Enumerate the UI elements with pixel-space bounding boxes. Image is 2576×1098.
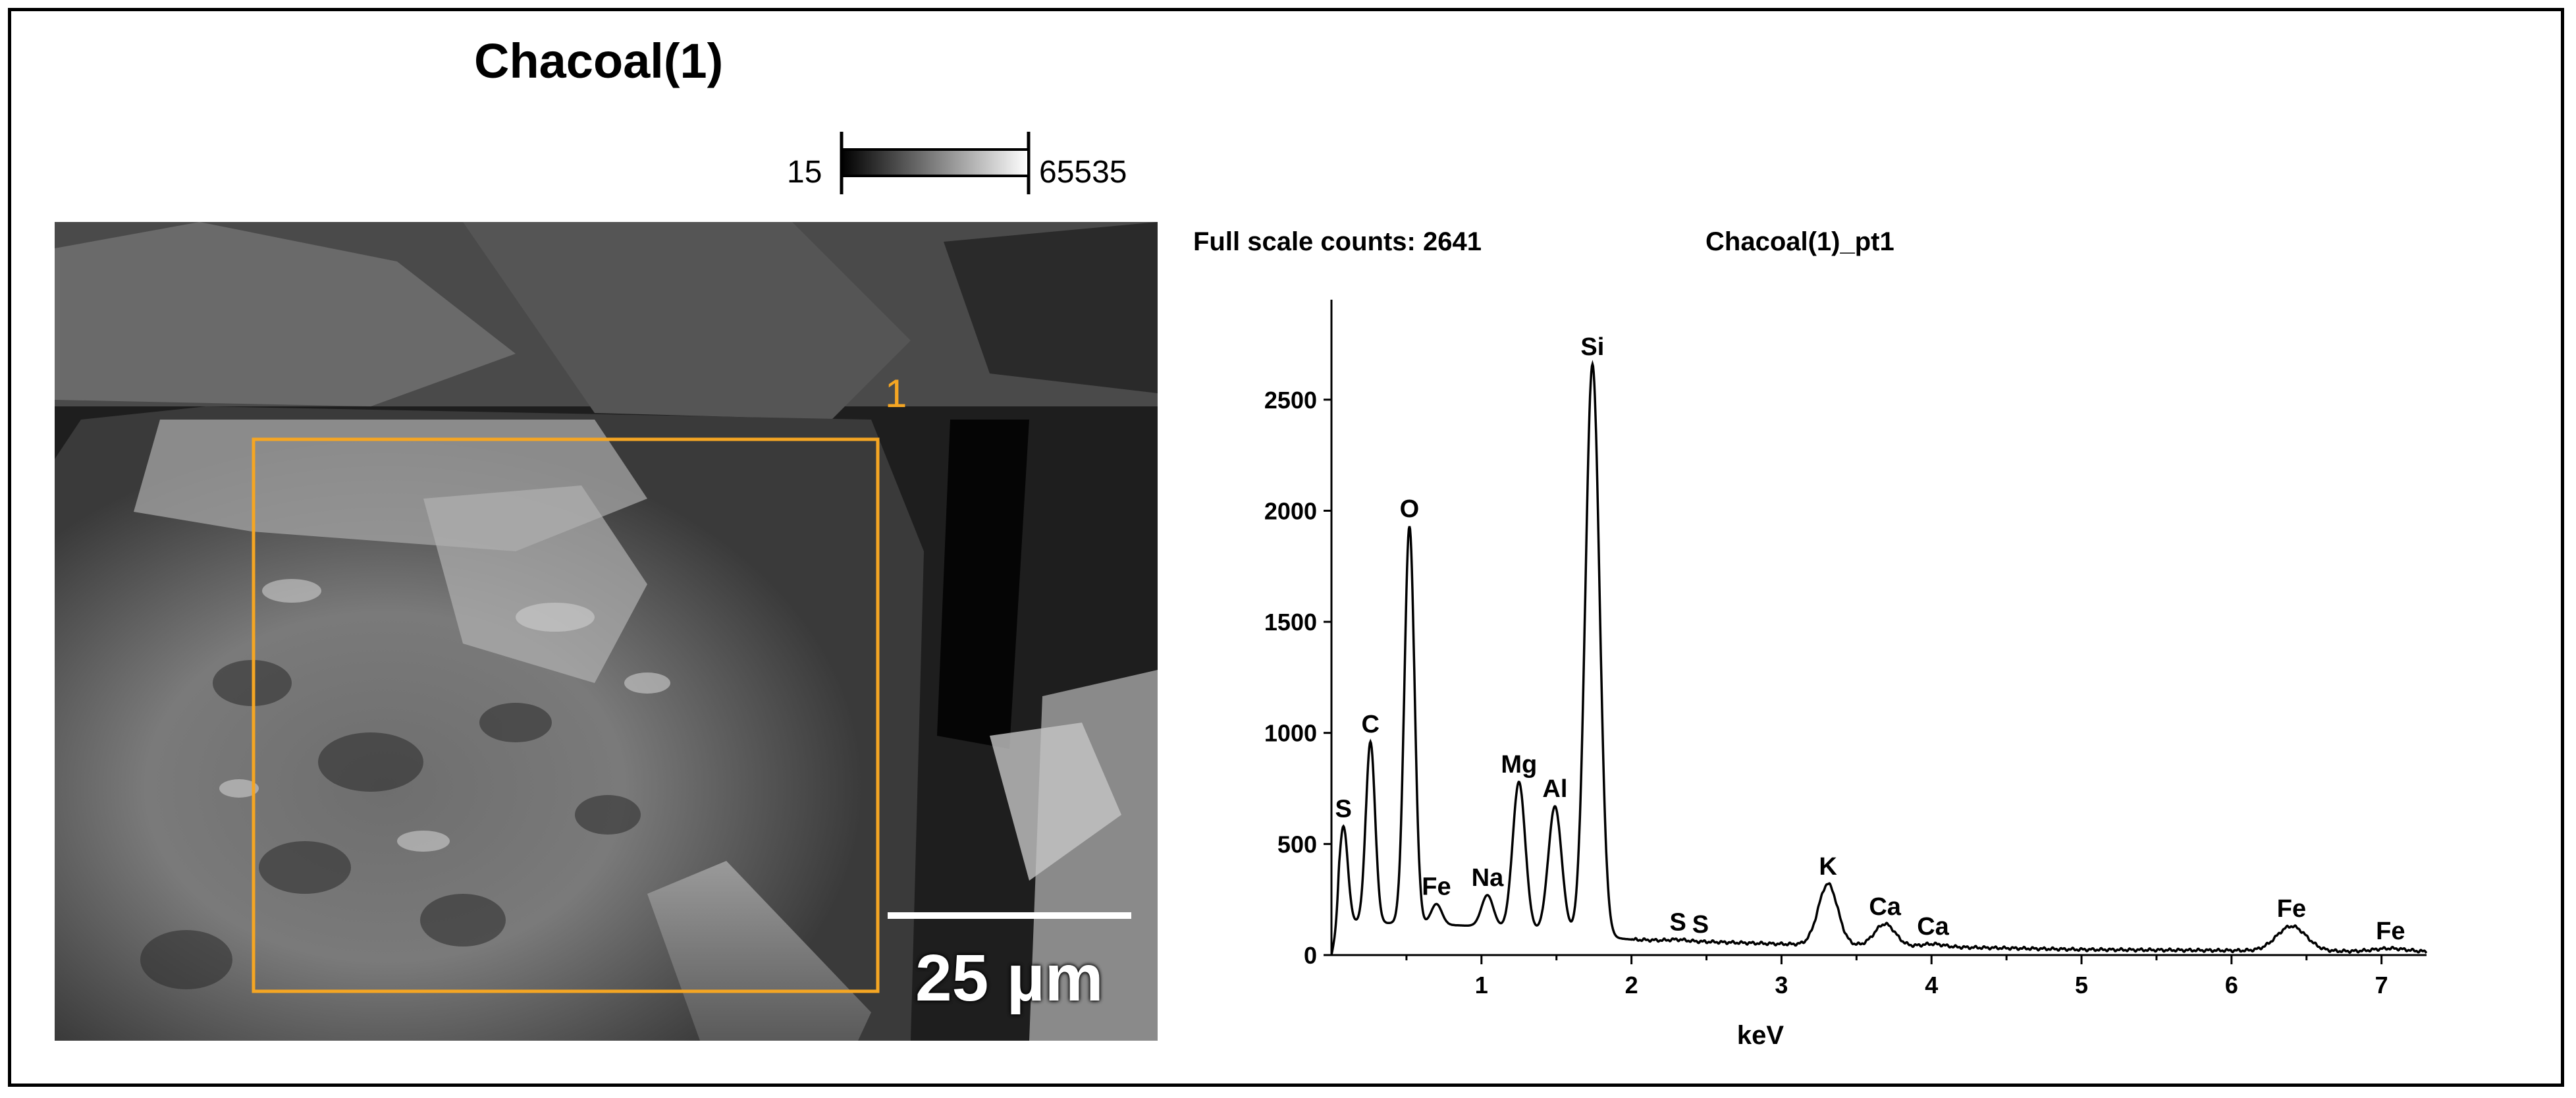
colorbar-min-label: 15 [787, 155, 822, 190]
y-tick-label: 0 [1304, 942, 1317, 969]
peak-label: Fe [2277, 895, 2306, 923]
scale-bar-label: 25 µm [915, 941, 1104, 1015]
x-tick-label: 7 [2375, 972, 2388, 999]
x-tick-label: 4 [1925, 972, 1938, 999]
y-tick-label: 500 [1277, 831, 1317, 858]
full-scale-counts: Full scale counts: 2641 [1193, 227, 1482, 256]
colorbar [840, 132, 1031, 194]
y-tick-label: 1500 [1264, 609, 1317, 636]
sample-title: Chacoal(1) [474, 34, 724, 88]
peak-label: Ca [1869, 893, 1901, 921]
scale-bar [888, 912, 1131, 919]
roi-label: 1 [885, 371, 907, 416]
peak-label: Fe [1422, 873, 1451, 900]
peak-label: Al [1542, 775, 1567, 803]
spectrum-line [1330, 360, 2428, 956]
peak-label: Si [1580, 333, 1604, 361]
y-tick-label: 1000 [1264, 720, 1317, 747]
x-tick-label: 5 [2075, 972, 2088, 999]
y-tick-label: 2000 [1264, 497, 1317, 524]
peak-label: Fe [2376, 918, 2405, 945]
peak-label: K [1819, 853, 1837, 881]
peak-label: S [1692, 911, 1709, 939]
roi-rectangle [252, 437, 880, 993]
peak-label: S [1335, 795, 1352, 823]
colorbar-max-label: 65535 [1039, 155, 1127, 190]
x-axis-label: keV [1737, 1021, 1784, 1050]
peak-label: O [1400, 495, 1420, 523]
peak-label: S [1670, 908, 1686, 936]
x-tick-label: 6 [2225, 972, 2238, 999]
sem-micrograph [55, 222, 1158, 1041]
spectrum-name: Chacoal(1)_pt1 [1705, 227, 1894, 256]
peak-label: Na [1472, 864, 1504, 892]
peak-label: Mg [1501, 751, 1537, 779]
y-tick-label: 2500 [1264, 387, 1317, 414]
x-tick-label: 1 [1475, 972, 1488, 999]
x-tick-label: 2 [1625, 972, 1638, 999]
x-tick-label: 3 [1775, 972, 1788, 999]
peak-label: C [1362, 711, 1380, 738]
peak-label: Ca [1917, 913, 1949, 941]
